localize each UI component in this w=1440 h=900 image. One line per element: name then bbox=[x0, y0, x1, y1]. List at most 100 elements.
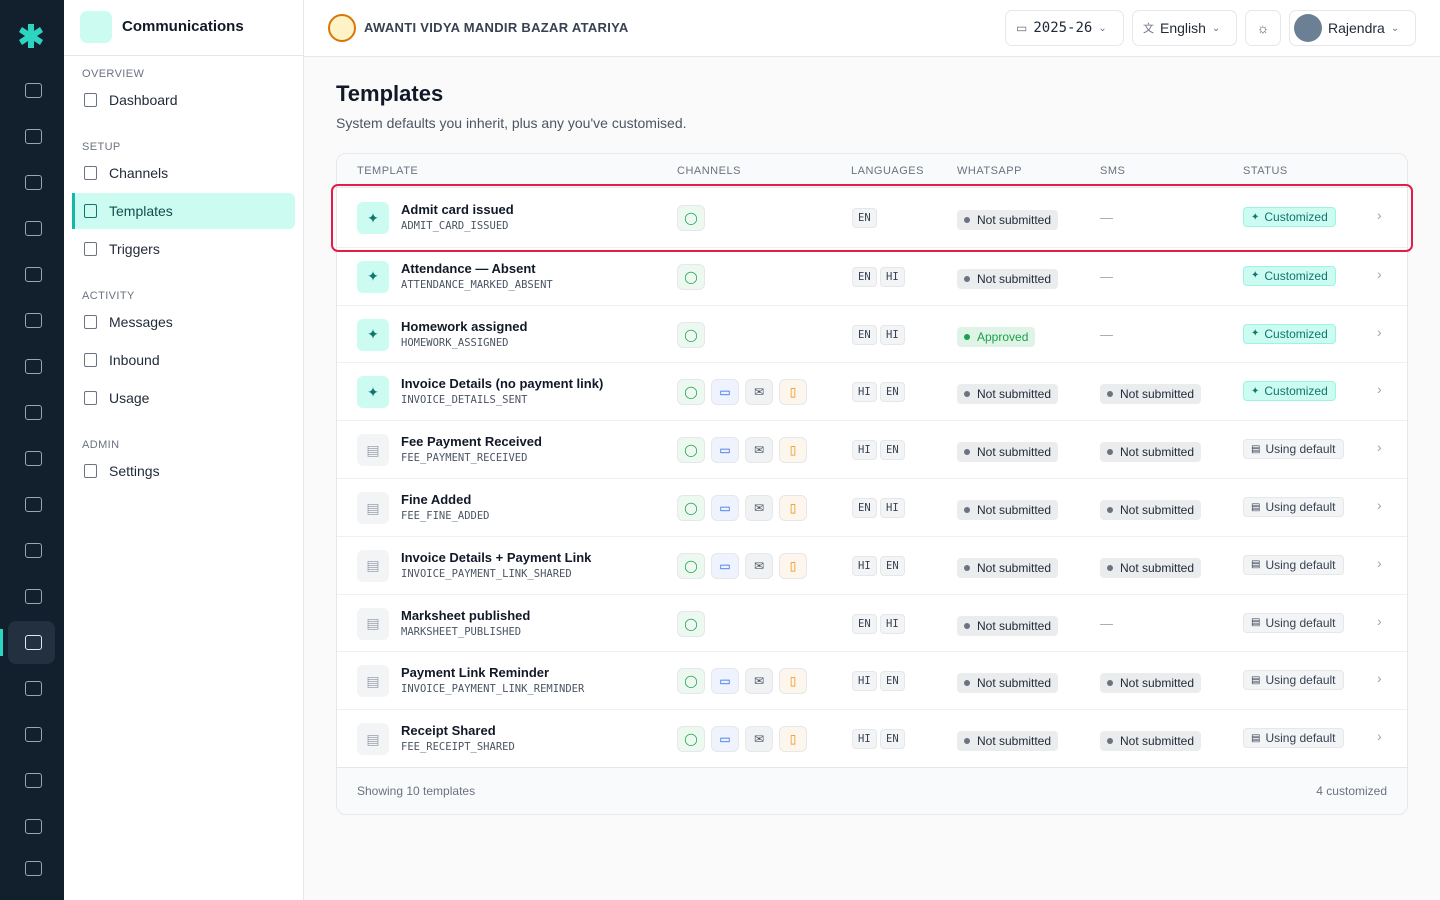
template-row[interactable]: ▤ Fee Payment Received FEE_PAYMENT_RECEIVE… bbox=[337, 420, 1407, 478]
rail-icon[interactable] bbox=[25, 589, 42, 604]
template-row[interactable]: ✦ Homework assigned HOMEWORK_ASSIGNED ◯ EN HI… bbox=[337, 304, 1407, 363]
sms-status: — bbox=[1100, 615, 1113, 631]
rail-icon[interactable] bbox=[25, 359, 42, 374]
template-row[interactable]: ▤ Invoice Details + Payment Link INVOICE_P… bbox=[337, 535, 1407, 594]
channel-icon: ✉ bbox=[745, 552, 773, 579]
nav-item[interactable]: Dashboard bbox=[72, 82, 295, 118]
status-icon: ▤ bbox=[1251, 443, 1261, 455]
nav-active-bar bbox=[72, 193, 75, 229]
rail-icon[interactable] bbox=[25, 83, 42, 98]
channel-icon: ◯ bbox=[677, 495, 705, 521]
status-dot bbox=[1107, 507, 1113, 513]
sms-status: Not submitted bbox=[1100, 557, 1202, 578]
chevron: › bbox=[1377, 497, 1382, 513]
nav-icon bbox=[84, 391, 97, 405]
status-text: Not submitted bbox=[1120, 734, 1195, 749]
rail-icon[interactable] bbox=[25, 405, 42, 420]
page-subtitle: System defaults you inherit, plus any yo… bbox=[336, 115, 687, 131]
status-text: Not submitted bbox=[1120, 387, 1195, 402]
template-icon: ▤ bbox=[357, 434, 389, 467]
rail-icon[interactable] bbox=[25, 451, 42, 466]
nav-item[interactable]: Channels bbox=[72, 155, 295, 191]
language-chip: HI bbox=[880, 324, 905, 345]
template-name: Invoice Details (no payment link) bbox=[401, 376, 604, 392]
rail-icon[interactable] bbox=[25, 497, 42, 512]
status-text: Customized bbox=[1264, 326, 1328, 341]
nav-item[interactable]: Templates bbox=[72, 193, 295, 229]
status-text: Not submitted bbox=[1120, 676, 1195, 691]
status-icon: ▤ bbox=[1251, 501, 1261, 513]
nav-icon bbox=[84, 315, 97, 329]
rail-icon[interactable] bbox=[25, 681, 42, 696]
template-row[interactable]: ✦ Invoice Details (no payment link) INVOIC… bbox=[337, 362, 1407, 420]
status-text: Not submitted bbox=[977, 734, 1052, 749]
template-row[interactable]: ✦ Attendance — Absent ATTENDANCE_MARKED_AB… bbox=[337, 246, 1407, 305]
template-code: FEE_RECEIPT_SHARED bbox=[401, 741, 515, 754]
avatar bbox=[1294, 14, 1322, 42]
nav-item[interactable]: Inbound bbox=[72, 342, 295, 378]
template-icon: ▤ bbox=[357, 665, 389, 698]
rail-icon[interactable] bbox=[25, 819, 42, 834]
status-text: Customized bbox=[1264, 268, 1328, 283]
theme-toggle[interactable]: ☼ bbox=[1245, 10, 1281, 46]
status-text: Customized bbox=[1264, 210, 1328, 224]
rail-icon[interactable] bbox=[25, 221, 42, 236]
language-chip: HI bbox=[880, 613, 905, 634]
template-status: ▤ Using default bbox=[1243, 439, 1344, 460]
rail-icon[interactable] bbox=[25, 861, 42, 876]
status-dot bbox=[964, 449, 970, 456]
status-text: Using default bbox=[1265, 442, 1336, 457]
template-code: FEE_PAYMENT_RECEIVED bbox=[401, 452, 528, 465]
sms-status: Not submitted bbox=[1100, 731, 1202, 752]
template-name: Invoice Details + Payment Link bbox=[401, 549, 592, 565]
nav-label: Usage bbox=[109, 390, 150, 406]
user-menu[interactable]: Rajendra ⌄ bbox=[1289, 10, 1416, 46]
table-header bbox=[337, 154, 1407, 188]
app-icon bbox=[80, 11, 112, 43]
column-header: SMS bbox=[1100, 165, 1126, 177]
template-row[interactable]: ▤ Receipt Shared FEE_RECEIPT_SHARED ◯ ▭ ✉ ▯ HI E… bbox=[337, 709, 1407, 767]
rail-icon[interactable] bbox=[25, 313, 42, 328]
year-select[interactable]: ▭ 2025-26 ⌄ bbox=[1005, 10, 1124, 46]
channel-icon: ✉ bbox=[745, 437, 773, 464]
template-row[interactable]: ▤ Payment Link Reminder INVOICE_PAYMENT_LI… bbox=[337, 651, 1407, 709]
section-title: OVERVIEW bbox=[82, 68, 145, 80]
rail-icon[interactable] bbox=[25, 129, 42, 144]
nav-item[interactable]: Settings bbox=[72, 453, 295, 489]
nav-item[interactable]: Messages bbox=[72, 304, 295, 340]
nav-item[interactable]: Usage bbox=[72, 380, 295, 416]
sidebar: Communications OVERVIEW Dashboard SETUP Cha… bbox=[64, 0, 304, 900]
nav-item[interactable]: Triggers bbox=[72, 231, 295, 267]
status-text: Not submitted bbox=[977, 503, 1052, 517]
footer-customized: 4 customized bbox=[1316, 784, 1387, 798]
section-title: ADMIN bbox=[82, 439, 120, 451]
top-bar: AWANTI VIDYA MANDIR BAZAR ATARIYA ▭ 2025-… bbox=[304, 0, 1440, 57]
whatsapp-status: Not submitted bbox=[957, 210, 1059, 230]
template-row[interactable]: ▤ Marksheet published MARKSHEET_PUBLISHED ◯… bbox=[337, 593, 1407, 652]
sms-status: — bbox=[1100, 210, 1113, 225]
rail-icon[interactable] bbox=[25, 175, 42, 190]
status-text: Not submitted bbox=[977, 676, 1052, 691]
rail-active[interactable] bbox=[8, 621, 55, 664]
rail-icon[interactable] bbox=[25, 267, 42, 282]
language-chip: EN bbox=[852, 324, 877, 345]
template-status: ✦ Customized bbox=[1243, 265, 1336, 286]
rail-icon[interactable] bbox=[25, 773, 42, 788]
language-chip: HI bbox=[852, 555, 877, 576]
template-name: Receipt Shared bbox=[401, 723, 496, 739]
template-row[interactable]: ✦ Admit card issued ADMIT_CARD_ISSUED ◯ EN No… bbox=[337, 189, 1407, 247]
rail-icon[interactable] bbox=[25, 635, 42, 650]
status-icon: ✦ bbox=[1251, 328, 1260, 340]
template-icon: ✦ bbox=[357, 376, 389, 409]
status-text: Using default bbox=[1265, 500, 1336, 514]
status-icon: ✦ bbox=[1251, 385, 1260, 397]
template-name: Admit card issued bbox=[401, 202, 514, 217]
rail-icon[interactable] bbox=[25, 727, 42, 742]
sms-status: Not submitted bbox=[1100, 384, 1202, 405]
template-status: ✦ Customized bbox=[1243, 207, 1336, 227]
language-chip: HI bbox=[852, 729, 877, 750]
column-header: WHATSAPP bbox=[957, 165, 1022, 177]
rail-icon[interactable] bbox=[25, 543, 42, 558]
template-row[interactable]: ▤ Fine Added FEE_FINE_ADDED ◯ ▭ ✉ ▯ EN HI Not sub… bbox=[337, 478, 1407, 536]
language-select[interactable]: 文 English ⌄ bbox=[1132, 10, 1237, 46]
